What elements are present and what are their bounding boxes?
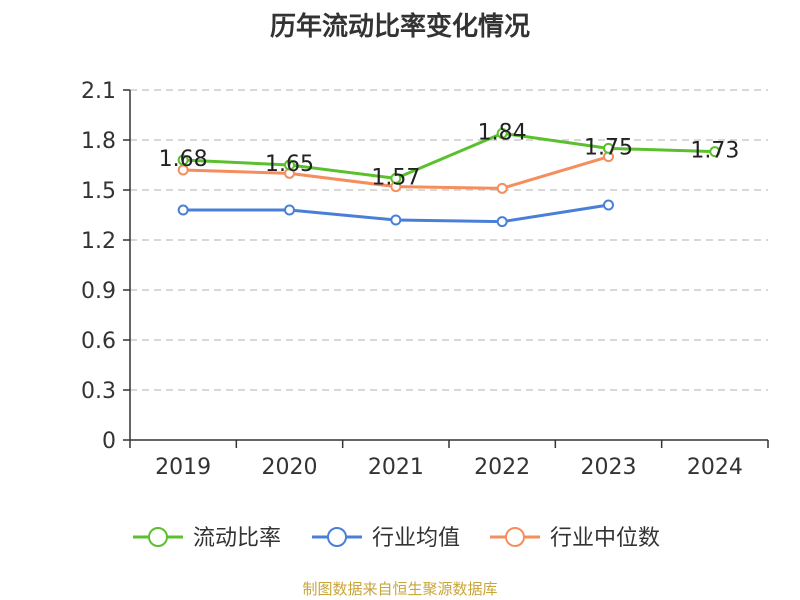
y-tick-label: 1.5	[81, 179, 116, 204]
legend[interactable]: 流动比率 行业均值 行业中位数	[133, 526, 660, 551]
data-point	[496, 127, 508, 139]
series-line	[183, 131, 715, 180]
grid-lines	[130, 89, 768, 391]
series	[177, 127, 721, 228]
series-industry-mean	[177, 199, 614, 228]
data-label: 1.57	[371, 165, 420, 190]
y-tick-label: 0.3	[81, 379, 116, 404]
data-point	[603, 142, 614, 154]
data-point	[390, 214, 402, 226]
legend-label: 行业均值	[372, 526, 460, 551]
legend-marker-icon	[148, 527, 168, 547]
x-tick-label: 2023	[581, 455, 637, 480]
data-point	[284, 159, 295, 171]
y-tick-label: 0	[102, 429, 116, 454]
data-labels: 1.68 1.65 1.57 1.84 1.75 1.73	[159, 120, 740, 190]
y-tick-label: 1.8	[81, 129, 116, 154]
series-industry-median	[177, 151, 614, 194]
x-tick-label: 2020	[262, 455, 318, 480]
x-tick-label: 2021	[368, 455, 424, 480]
legend-item[interactable]: 行业中位数	[490, 526, 660, 551]
legend-label: 流动比率	[193, 526, 281, 551]
axes: 0 0.3 0.6 0.9 1.2 1.5 1.8 2.1 2019 2020 2021 2022 20…	[81, 79, 769, 480]
data-point	[709, 146, 721, 158]
data-label: 1.68	[159, 147, 208, 172]
y-tick-label: 0.9	[81, 279, 116, 304]
legend-marker-icon	[327, 527, 347, 547]
legend-marker-icon	[505, 527, 525, 547]
legend-item[interactable]: 流动比率	[133, 526, 281, 551]
data-point	[390, 172, 402, 184]
data-point	[284, 204, 295, 216]
x-tick-label: 2024	[687, 455, 743, 480]
source-note: 制图数据来自恒生聚源数据库	[302, 580, 498, 598]
data-point	[496, 182, 508, 194]
data-label: 1.84	[478, 120, 527, 145]
data-label: 1.75	[584, 135, 633, 160]
data-label: 1.73	[690, 139, 739, 164]
x-tick-label: 2019	[155, 455, 211, 480]
data-point	[177, 154, 189, 166]
x-tick-label: 2022	[474, 455, 530, 480]
data-label: 1.65	[265, 152, 314, 177]
legend-label: 行业中位数	[550, 526, 660, 551]
y-tick-label: 0.6	[81, 329, 116, 354]
data-point	[177, 204, 189, 216]
series-current-ratio	[177, 127, 721, 184]
y-tick-label: 2.1	[81, 79, 116, 104]
data-point	[496, 216, 508, 228]
data-point	[603, 199, 614, 211]
y-tick-label: 1.2	[81, 229, 116, 254]
chart-title: 历年流动比率变化情况	[269, 12, 530, 42]
legend-item[interactable]: 行业均值	[312, 526, 460, 551]
